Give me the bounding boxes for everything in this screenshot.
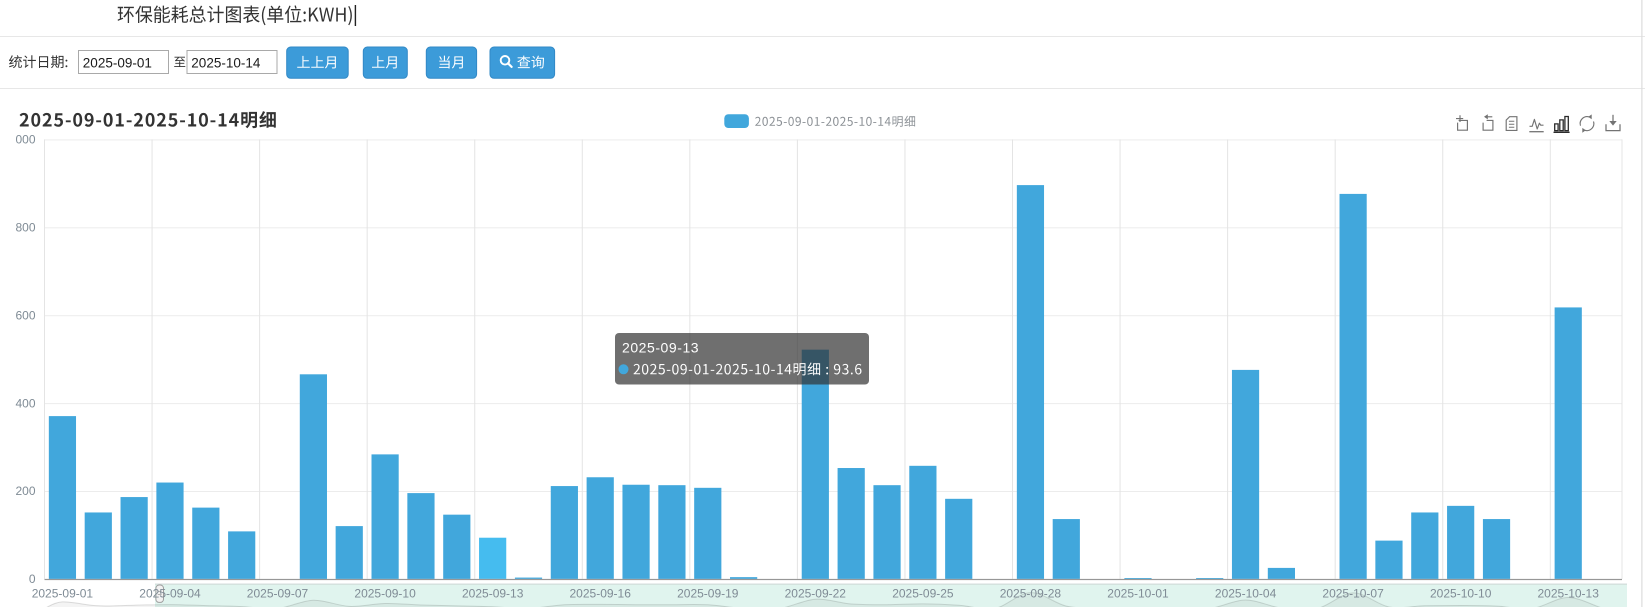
svg-text:2025-09-07: 2025-09-07 [247,587,309,601]
svg-text:2025-10-13: 2025-10-13 [1538,587,1600,601]
svg-text:600: 600 [15,308,35,322]
svg-text:2025-10-07: 2025-10-07 [1322,587,1384,601]
svg-text:2025-09-04: 2025-09-04 [139,587,201,601]
svg-text:2025-09-28: 2025-09-28 [1000,587,1062,601]
svg-text:2025-09-13: 2025-09-13 [622,340,699,356]
svg-text:2025-10-10: 2025-10-10 [1430,587,1492,601]
svg-text:000: 000 [15,133,35,147]
svg-text:200: 200 [15,484,35,498]
svg-text:2025-09-10: 2025-09-10 [354,587,416,601]
svg-text:400: 400 [15,396,35,410]
svg-text:2025-09-13: 2025-09-13 [462,587,524,601]
svg-text:0: 0 [29,572,36,586]
svg-text:2025-09-22: 2025-09-22 [785,587,847,601]
svg-text:2025-10-01: 2025-10-01 [1107,587,1169,601]
svg-text:800: 800 [15,221,35,235]
svg-text:2025-09-25: 2025-09-25 [892,587,954,601]
svg-text:2025-09-16: 2025-09-16 [570,587,632,601]
svg-text:2025-09-01: 2025-09-01 [83,56,152,71]
svg-text:2025-09-19: 2025-09-19 [677,587,739,601]
svg-text:2025-09-01: 2025-09-01 [32,587,94,601]
svg-text:2025-10-04: 2025-10-04 [1215,587,1277,601]
svg-text:2025-10-14: 2025-10-14 [191,56,261,71]
